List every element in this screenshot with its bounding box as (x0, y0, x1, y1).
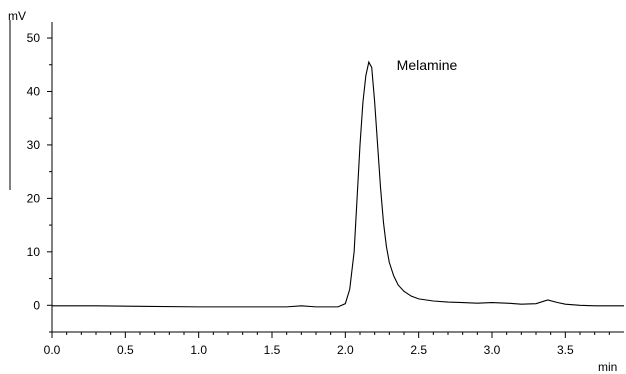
y-tick-label: 50 (27, 31, 41, 45)
series-line (52, 60, 624, 308)
y-axis-ticks: 0 10 20 30 40 50 (27, 31, 52, 333)
x-tick-label: 1.0 (190, 343, 207, 357)
y-tick-label: 20 (27, 191, 41, 205)
x-axis-ticks: 0.0 0.5 1.0 1.5 2.0 2.5 3.0 3.5 (44, 332, 610, 357)
x-tick-label: 3.5 (557, 343, 574, 357)
series-group (52, 60, 624, 308)
axes (9, 20, 624, 333)
y-tick-label: 0 (33, 298, 40, 312)
y-tick-label: 10 (27, 245, 41, 259)
y-axis-label: mV (8, 9, 26, 23)
peak-annotation: Melamine (397, 57, 458, 73)
y-tick-label: 40 (27, 84, 41, 98)
x-tick-label: 3.0 (484, 343, 501, 357)
x-tick-label: 0.5 (117, 343, 134, 357)
y-tick-label: 30 (27, 138, 41, 152)
x-tick-label: 0.0 (44, 343, 61, 357)
annotations: Melamine (397, 57, 458, 73)
x-tick-label: 2.5 (410, 343, 427, 357)
x-tick-label: 2.0 (337, 343, 354, 357)
x-axis-label: min (598, 360, 617, 374)
x-tick-label: 1.5 (264, 343, 281, 357)
